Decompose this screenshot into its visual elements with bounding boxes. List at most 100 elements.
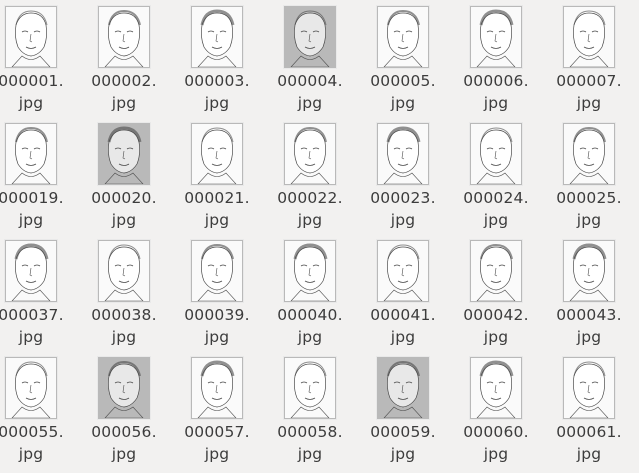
file-name-label: 000007. jpg [541, 70, 637, 114]
file-item[interactable]: 000055. jpg [0, 353, 71, 473]
file-item[interactable]: 000021. jpg [177, 119, 257, 239]
file-item[interactable]: 000060. jpg [456, 353, 536, 473]
file-item[interactable]: 000001. jpg [0, 2, 71, 122]
file-name-line: 000041. [370, 306, 436, 324]
file-name-line: 000023. [370, 189, 436, 207]
file-name-label: 000039. jpg [169, 304, 265, 348]
image-thumbnail[interactable] [470, 6, 522, 68]
file-name-label: 000021. jpg [169, 187, 265, 231]
image-thumbnail[interactable] [98, 357, 150, 419]
file-extension-line: jpg [18, 328, 44, 346]
file-extension-line: jpg [576, 328, 602, 346]
file-item[interactable]: 000039. jpg [177, 236, 257, 356]
file-name-line: 000020. [91, 189, 157, 207]
image-thumbnail[interactable] [284, 6, 336, 68]
file-item[interactable]: 000003. jpg [177, 2, 257, 122]
image-thumbnail[interactable] [191, 357, 243, 419]
image-thumbnail[interactable] [284, 357, 336, 419]
file-item[interactable]: 000037. jpg [0, 236, 71, 356]
file-name-line: 000058. [277, 423, 343, 441]
file-extension-line: jpg [297, 328, 323, 346]
image-thumbnail[interactable] [470, 240, 522, 302]
image-thumbnail[interactable] [5, 357, 57, 419]
file-item[interactable]: 000006. jpg [456, 2, 536, 122]
image-thumbnail[interactable] [377, 240, 429, 302]
file-item[interactable]: 000023. jpg [363, 119, 443, 239]
file-item[interactable]: 000043. jpg [549, 236, 629, 356]
file-item[interactable]: 000020. jpg [84, 119, 164, 239]
file-name-line: 000056. [91, 423, 157, 441]
file-item[interactable]: 000042. jpg [456, 236, 536, 356]
image-thumbnail[interactable] [563, 357, 615, 419]
image-thumbnail[interactable] [563, 123, 615, 185]
file-name-label: 000006. jpg [448, 70, 544, 114]
image-thumbnail[interactable] [5, 123, 57, 185]
file-name-label: 000004. jpg [262, 70, 358, 114]
file-extension-line: jpg [204, 328, 230, 346]
image-thumbnail[interactable] [470, 123, 522, 185]
file-item[interactable]: 000019. jpg [0, 119, 71, 239]
file-extension-line: jpg [111, 94, 137, 112]
file-name-label: 000023. jpg [355, 187, 451, 231]
image-thumbnail[interactable] [191, 123, 243, 185]
file-extension-line: jpg [111, 445, 137, 463]
file-name-line: 000057. [184, 423, 250, 441]
file-item[interactable]: 000022. jpg [270, 119, 350, 239]
file-extension-line: jpg [576, 445, 602, 463]
file-item[interactable]: 000038. jpg [84, 236, 164, 356]
file-name-label: 000003. jpg [169, 70, 265, 114]
image-thumbnail[interactable] [5, 240, 57, 302]
image-thumbnail[interactable] [98, 6, 150, 68]
image-thumbnail[interactable] [98, 240, 150, 302]
file-name-label: 000041. jpg [355, 304, 451, 348]
file-extension-line: jpg [111, 328, 137, 346]
file-name-line: 000060. [463, 423, 529, 441]
file-item[interactable]: 000040. jpg [270, 236, 350, 356]
image-thumbnail[interactable] [563, 240, 615, 302]
file-name-label: 000001. jpg [0, 70, 79, 114]
file-name-label: 000055. jpg [0, 421, 79, 465]
file-item[interactable]: 000056. jpg [84, 353, 164, 473]
image-thumbnail[interactable] [191, 6, 243, 68]
image-thumbnail[interactable] [5, 6, 57, 68]
file-item[interactable]: 000058. jpg [270, 353, 350, 473]
image-thumbnail[interactable] [563, 6, 615, 68]
file-extension-line: jpg [483, 94, 509, 112]
file-name-label: 000002. jpg [76, 70, 172, 114]
file-extension-line: jpg [576, 211, 602, 229]
file-name-line: 000038. [91, 306, 157, 324]
image-thumbnail[interactable] [377, 6, 429, 68]
file-item[interactable]: 000025. jpg [549, 119, 629, 239]
file-item[interactable]: 000061. jpg [549, 353, 629, 473]
file-item[interactable]: 000007. jpg [549, 2, 629, 122]
file-item[interactable]: 000005. jpg [363, 2, 443, 122]
file-item[interactable]: 000002. jpg [84, 2, 164, 122]
file-item[interactable]: 000004. jpg [270, 2, 350, 122]
file-name-line: 000001. [0, 72, 64, 90]
image-thumbnail[interactable] [377, 357, 429, 419]
file-name-line: 000019. [0, 189, 64, 207]
image-thumbnail[interactable] [470, 357, 522, 419]
image-thumbnail[interactable] [377, 123, 429, 185]
file-item[interactable]: 000059. jpg [363, 353, 443, 473]
image-thumbnail[interactable] [284, 240, 336, 302]
image-thumbnail[interactable] [98, 123, 150, 185]
file-name-line: 000005. [370, 72, 436, 90]
file-extension-line: jpg [390, 211, 416, 229]
file-item[interactable]: 000057. jpg [177, 353, 257, 473]
file-item[interactable]: 000041. jpg [363, 236, 443, 356]
file-name-label: 000060. jpg [448, 421, 544, 465]
file-extension-line: jpg [204, 94, 230, 112]
file-name-line: 000039. [184, 306, 250, 324]
file-name-line: 000002. [91, 72, 157, 90]
image-thumbnail[interactable] [191, 240, 243, 302]
image-thumbnail[interactable] [284, 123, 336, 185]
file-item[interactable]: 000024. jpg [456, 119, 536, 239]
file-name-line: 000055. [0, 423, 64, 441]
file-name-label: 000056. jpg [76, 421, 172, 465]
file-name-line: 000022. [277, 189, 343, 207]
file-extension-line: jpg [483, 328, 509, 346]
file-extension-line: jpg [18, 211, 44, 229]
file-name-line: 000043. [556, 306, 622, 324]
